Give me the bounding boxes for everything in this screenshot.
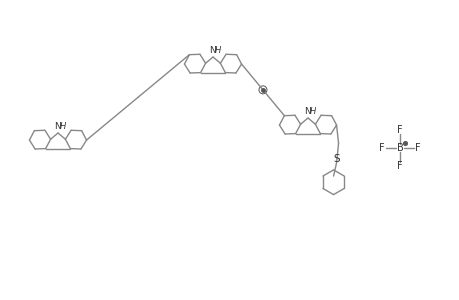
Text: N: N xyxy=(55,122,61,130)
Text: S: S xyxy=(332,154,339,164)
Text: F: F xyxy=(414,143,420,153)
Text: F: F xyxy=(378,143,384,153)
Text: N: N xyxy=(209,46,216,55)
Text: H: H xyxy=(214,46,221,55)
Text: F: F xyxy=(396,125,402,135)
Text: B: B xyxy=(396,143,403,153)
Text: H: H xyxy=(309,106,315,116)
Text: N: N xyxy=(304,106,311,116)
Text: F: F xyxy=(396,161,402,171)
Text: H: H xyxy=(60,122,66,130)
